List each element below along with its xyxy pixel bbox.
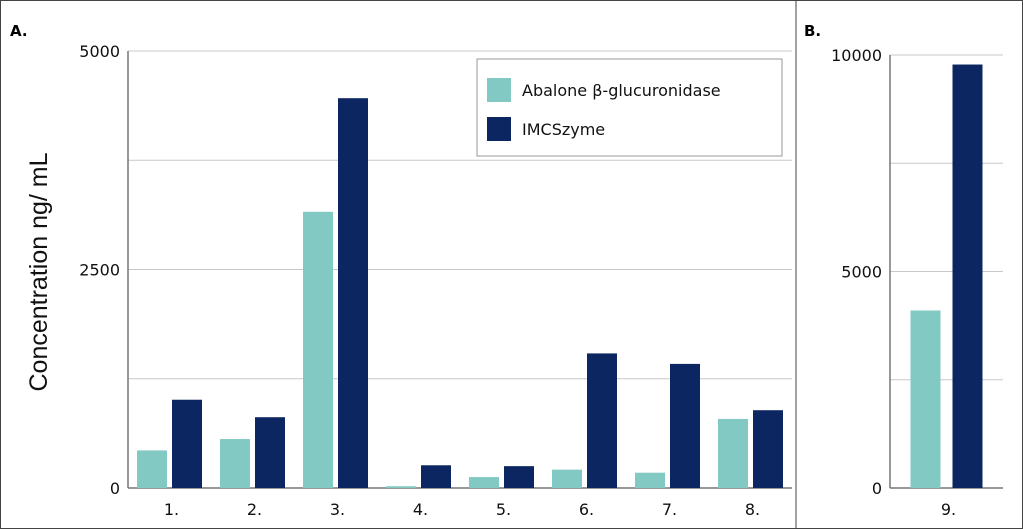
y-tick-label: 5000 — [79, 42, 120, 61]
legend-box — [476, 58, 783, 157]
bar-abalone-3 — [303, 211, 333, 489]
bar-imcszyme-4 — [421, 465, 451, 488]
y-axis-title: Concentration ng/ mL — [25, 152, 53, 391]
panel-b-label: B. — [804, 22, 821, 40]
bar-imcszyme-9 — [952, 64, 983, 488]
bar-imcszyme-7 — [670, 363, 700, 488]
bar-imcszyme-5 — [504, 466, 534, 488]
bar-abalone-2 — [220, 439, 250, 488]
x-tick-label: 4. — [413, 500, 428, 519]
y-tick-label: 2500 — [79, 261, 120, 280]
x-tick-label: 6. — [579, 500, 594, 519]
x-tick-label: 5. — [496, 500, 511, 519]
bar-abalone-8 — [718, 418, 748, 488]
x-tick-label: 7. — [662, 500, 677, 519]
legend-label-imcszyme: IMCSzyme — [522, 120, 605, 139]
bar-abalone-1 — [137, 450, 167, 488]
panel-a-label: A. — [10, 22, 28, 40]
bar-imcszyme-1 — [172, 399, 202, 488]
bar-abalone-9 — [910, 310, 941, 488]
legend-swatch-imcszyme — [487, 117, 511, 141]
legend-label-abalone: Abalone β-glucuronidase — [522, 81, 721, 100]
x-tick-label: 8. — [745, 500, 760, 519]
panel-a-plot: 0 2500 5000 1. 2. 3. 4. 5. 6. 7. 8. — [79, 42, 792, 519]
bar-imcszyme-6 — [587, 353, 617, 488]
y-tick-label: 0 — [872, 479, 882, 498]
y-tick-label: 10000 — [831, 46, 882, 65]
bar-abalone-6 — [552, 469, 582, 488]
bar-abalone-4 — [386, 486, 416, 488]
y-tick-label: 0 — [110, 479, 120, 498]
x-tick-label: 1. — [164, 500, 179, 519]
x-tick-label: 9. — [941, 500, 956, 519]
bar-imcszyme-8 — [753, 410, 783, 488]
bar-imcszyme-3 — [338, 98, 368, 489]
x-tick-label: 3. — [330, 500, 345, 519]
x-tick-label: 2. — [247, 500, 262, 519]
bar-imcszyme-2 — [255, 417, 285, 488]
bar-abalone-5 — [469, 477, 499, 488]
legend: Abalone β-glucuronidase IMCSzyme — [476, 58, 783, 157]
bar-abalone-7 — [635, 472, 665, 488]
panel-b-plot: 0 5000 10000 9. — [831, 46, 1003, 519]
legend-swatch-abalone — [487, 78, 511, 102]
y-tick-label: 5000 — [841, 263, 882, 282]
